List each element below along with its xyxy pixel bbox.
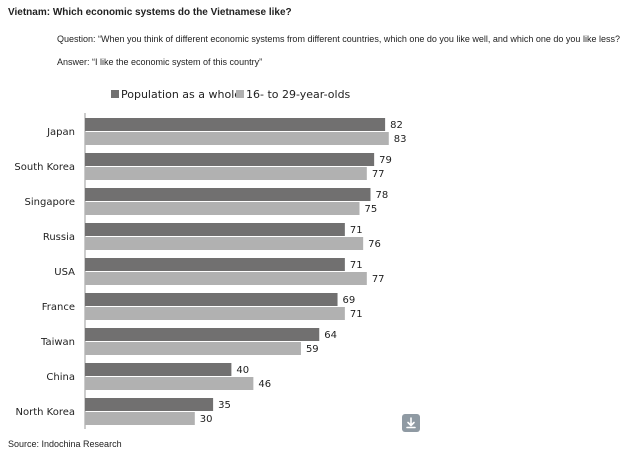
bar-population <box>85 328 320 341</box>
bar-youth <box>85 307 345 320</box>
bar-youth <box>85 377 254 390</box>
bar-population <box>85 118 386 131</box>
download-icon <box>406 417 416 429</box>
bar-population <box>85 398 214 411</box>
bar-population <box>85 293 338 306</box>
value-label: 77 <box>372 274 385 285</box>
chart-title: Vietnam: Which economic systems do the V… <box>8 7 292 18</box>
bar-youth <box>85 237 364 250</box>
category-label: France <box>42 302 75 313</box>
bar-youth <box>85 132 389 145</box>
category-labels-group: Japan South Korea Singapore Russia USA France… <box>14 127 75 418</box>
bar-population <box>85 363 232 376</box>
category-label: USA <box>54 267 75 278</box>
legend: Population as a whole 16- to 29-year-old… <box>111 88 351 101</box>
value-label: 71 <box>350 309 363 320</box>
survey-question: Question: “When you think of different e… <box>57 34 620 44</box>
bar-youth <box>85 412 195 425</box>
value-label: 30 <box>200 414 213 425</box>
bar-youth <box>85 202 360 215</box>
bar-youth <box>85 167 367 180</box>
value-label: 71 <box>350 225 363 236</box>
value-label: 79 <box>379 155 392 166</box>
legend-swatch-youth <box>236 90 244 98</box>
bar-youth <box>85 272 367 285</box>
value-label: 76 <box>368 239 381 250</box>
category-label: South Korea <box>14 162 75 173</box>
category-label: Taiwan <box>40 337 75 348</box>
category-label: Singapore <box>25 197 75 208</box>
legend-swatch-population <box>111 90 119 98</box>
value-label: 59 <box>306 344 319 355</box>
bar-population <box>85 153 375 166</box>
value-label: 78 <box>375 190 388 201</box>
survey-answer: Answer: “I like the economic system of t… <box>57 57 263 67</box>
value-label: 69 <box>343 295 356 306</box>
value-label: 64 <box>324 330 337 341</box>
value-label: 82 <box>390 120 403 131</box>
bar-population <box>85 258 345 271</box>
value-label: 71 <box>350 260 363 271</box>
value-label: 77 <box>372 169 385 180</box>
bar-population <box>85 223 345 236</box>
value-label: 83 <box>394 134 407 145</box>
value-label: 75 <box>365 204 378 215</box>
legend-label-population: Population as a whole <box>121 88 241 101</box>
category-label: Japan <box>46 127 75 138</box>
category-label: China <box>46 372 75 383</box>
value-label: 46 <box>258 379 271 390</box>
legend-label-youth: 16- to 29-year-olds <box>246 88 351 101</box>
source-note: Source: Indochina Research <box>8 439 122 449</box>
value-label: 40 <box>236 365 249 376</box>
bar-population <box>85 188 371 201</box>
category-label: North Korea <box>16 407 76 418</box>
category-label: Russia <box>43 232 75 243</box>
bar-youth <box>85 342 301 355</box>
value-label: 35 <box>218 400 231 411</box>
download-button[interactable] <box>402 414 420 432</box>
